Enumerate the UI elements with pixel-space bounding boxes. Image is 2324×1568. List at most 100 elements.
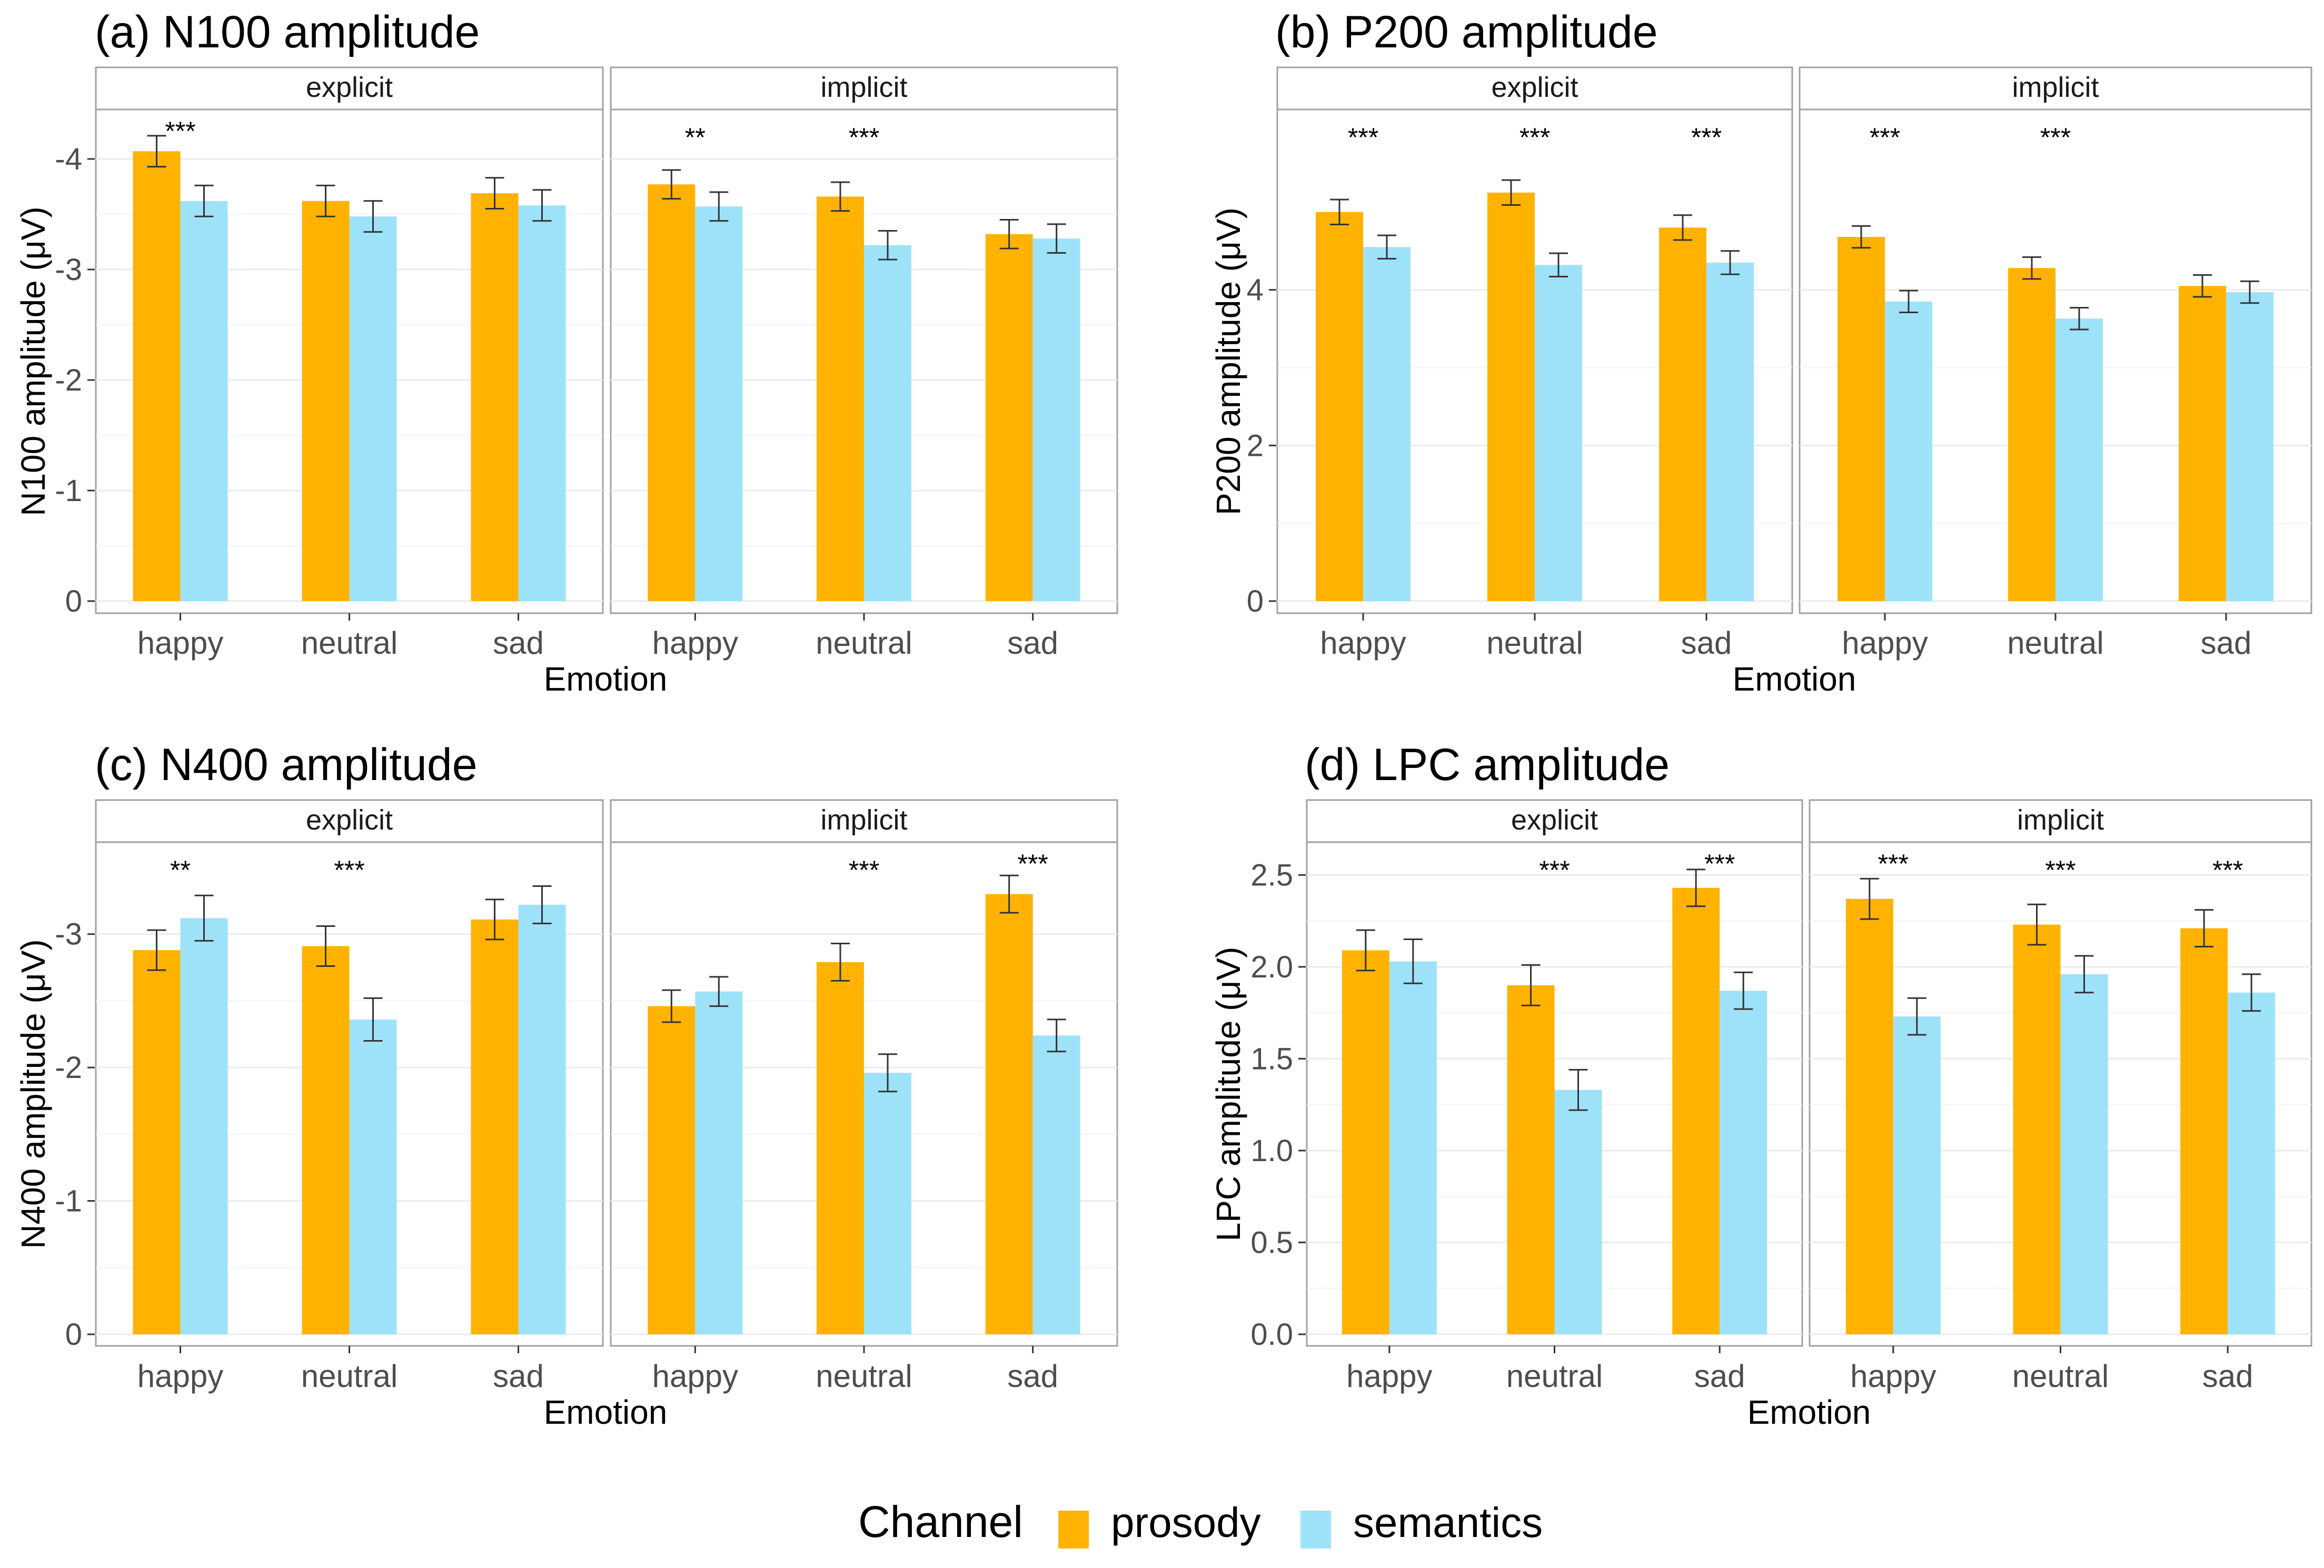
- facet-explicit: explicit happy *** neutral *** sad: [1306, 799, 1803, 1394]
- bar-prosody-neutral: [302, 201, 350, 601]
- significance-marker: ***: [1704, 849, 1735, 878]
- bar-prosody-happy: [1845, 898, 1893, 1334]
- facet-implicit: implicit happy *** neutral *** sad: [610, 799, 1118, 1394]
- y-tick-label: -3: [55, 253, 82, 287]
- facet-label: implicit: [2012, 72, 2099, 103]
- x-axis-title: Emotion: [1733, 660, 1856, 698]
- facet-explicit: explicit *** happy neutral sad: [95, 66, 604, 661]
- x-axis-title: Emotion: [544, 1393, 668, 1431]
- facet-strip: [1809, 799, 2312, 843]
- bar-prosody-neutral: [817, 962, 864, 1334]
- bar-prosody-sad: [2180, 928, 2228, 1334]
- bar-semantics-neutral: [864, 1073, 911, 1334]
- y-axis-title: P200 amplitude (μV): [1209, 207, 1247, 515]
- bar-prosody-sad: [985, 234, 1033, 601]
- facet-strip: [95, 799, 604, 843]
- significance-marker: ***: [2212, 855, 2243, 885]
- bar-semantics-happy: [1893, 1016, 1941, 1334]
- y-tick-label: 0: [65, 1317, 82, 1352]
- y-axis-title: LPC amplitude (μV): [1209, 947, 1247, 1242]
- bar-semantics-neutral: [349, 1019, 397, 1334]
- y-tick-label: 0.0: [1250, 1317, 1293, 1352]
- significance-marker: ***: [1348, 123, 1378, 152]
- legend-label-semantics: semantics: [1353, 1499, 1543, 1546]
- x-tick-label: sad: [1007, 625, 1058, 661]
- x-tick-label: sad: [1694, 1359, 1745, 1394]
- x-tick-label: sad: [2202, 1359, 2253, 1394]
- facet-implicit: implicit *** happy *** neutral *** sad: [1809, 799, 2312, 1394]
- bar-semantics-sad: [1720, 991, 1767, 1334]
- facet-label: explicit: [1511, 804, 1598, 836]
- x-tick-label: happy: [652, 625, 738, 661]
- facet-label: implicit: [820, 804, 907, 836]
- facet-implicit: implicit ** happy *** neutral sad: [610, 66, 1118, 661]
- y-axis-title: N400 amplitude (μV): [14, 939, 52, 1249]
- x-tick-label: sad: [493, 1359, 544, 1394]
- x-tick-label: happy: [1842, 625, 1928, 661]
- facet-strip: [610, 799, 1118, 843]
- bar-prosody-neutral: [302, 946, 350, 1334]
- significance-marker: **: [685, 123, 706, 152]
- significance-marker: ***: [2045, 855, 2075, 885]
- y-tick-label: 2.5: [1250, 858, 1293, 892]
- bar-semantics-sad: [1032, 1035, 1080, 1334]
- bar-semantics-neutral: [2060, 974, 2108, 1334]
- x-tick-label: sad: [1681, 625, 1732, 661]
- bar-semantics-sad: [2226, 292, 2273, 601]
- bar-semantics-happy: [1363, 247, 1411, 601]
- bar-prosody-neutral: [1507, 985, 1555, 1334]
- bar-prosody-sad: [985, 894, 1033, 1334]
- significance-marker: ***: [1691, 123, 1722, 152]
- facet-strip: [610, 66, 1118, 111]
- bar-prosody-sad: [2179, 286, 2226, 601]
- bar-prosody-neutral: [817, 196, 864, 601]
- significance-marker: ***: [1539, 855, 1570, 885]
- x-tick-label: neutral: [2007, 625, 2103, 661]
- x-tick-label: happy: [1320, 625, 1406, 661]
- significance-marker: ***: [849, 123, 879, 152]
- y-tick-label: 0.5: [1250, 1225, 1293, 1260]
- x-tick-label: happy: [137, 1359, 223, 1394]
- y-tick-label: -2: [55, 1051, 82, 1085]
- significance-marker: ***: [1878, 849, 1909, 878]
- channel-legend: Channel prosody semantics: [858, 1497, 1543, 1549]
- y-tick-label: 0: [1247, 584, 1264, 618]
- legend-label-prosody: prosody: [1111, 1499, 1261, 1546]
- facet-explicit: explicit *** happy *** neutral *** sad: [1276, 66, 1793, 661]
- panel-title: (c) N400 amplitude: [95, 740, 478, 790]
- legend-swatch-semantics: [1300, 1511, 1331, 1549]
- facet-label: explicit: [1491, 72, 1578, 103]
- legend-swatch-prosody: [1058, 1511, 1089, 1549]
- facet-label: implicit: [820, 72, 907, 103]
- x-tick-label: neutral: [1486, 625, 1583, 661]
- legend-title: Channel: [858, 1497, 1023, 1546]
- bar-prosody-happy: [133, 950, 181, 1334]
- y-tick-label: -1: [55, 474, 82, 508]
- significance-marker: **: [170, 855, 191, 885]
- x-tick-label: sad: [493, 625, 544, 661]
- facet-strip: [95, 66, 604, 111]
- significance-marker: ***: [165, 116, 195, 146]
- facet-label: explicit: [306, 72, 393, 103]
- y-tick-label: -1: [55, 1184, 82, 1219]
- y-tick-label: -2: [55, 363, 82, 397]
- x-tick-label: neutral: [1506, 1359, 1603, 1394]
- panel-title: (b) P200 amplitude: [1275, 7, 1658, 57]
- y-tick-label: 2: [1247, 428, 1264, 463]
- facet-strip: [1306, 799, 1803, 843]
- x-tick-label: happy: [1850, 1359, 1936, 1394]
- significance-marker: ***: [1870, 123, 1900, 152]
- significance-marker: ***: [849, 855, 879, 885]
- facet-explicit: explicit ** happy *** neutral sad: [95, 799, 604, 1394]
- x-tick-label: sad: [2201, 625, 2252, 661]
- bar-prosody-neutral: [2013, 924, 2061, 1334]
- bar-semantics-neutral: [349, 216, 397, 601]
- bar-semantics-sad: [518, 904, 566, 1334]
- bar-prosody-happy: [1316, 212, 1363, 601]
- bar-prosody-happy: [648, 184, 696, 601]
- bar-prosody-happy: [1838, 237, 1885, 602]
- x-tick-label: happy: [1346, 1359, 1432, 1394]
- bar-prosody-sad: [1672, 887, 1720, 1334]
